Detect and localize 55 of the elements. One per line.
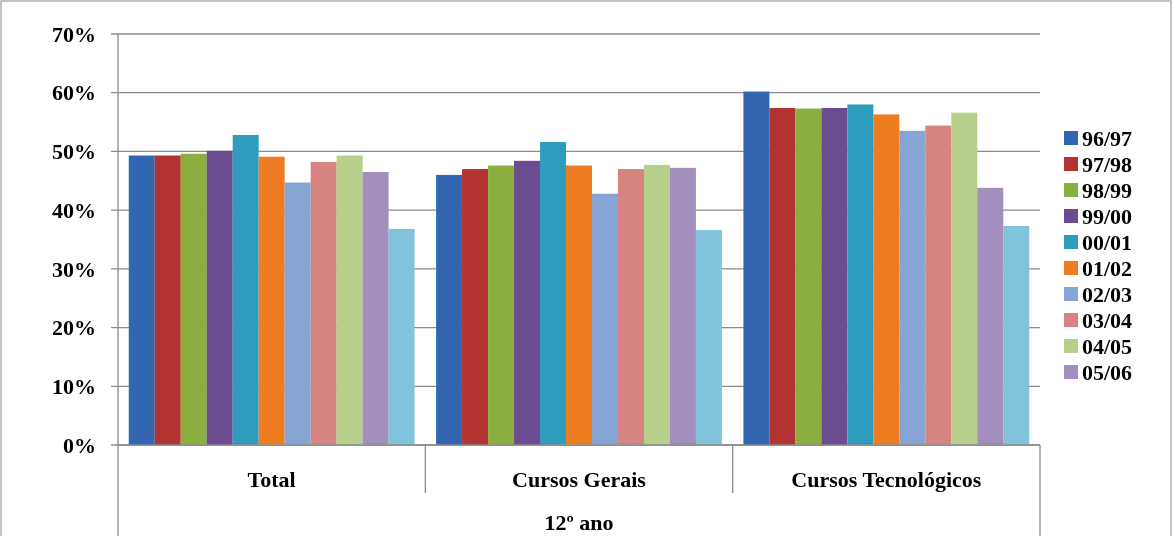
y-tick-label: 10% <box>52 373 96 399</box>
bar <box>617 169 644 445</box>
y-tick-label: 0% <box>63 432 96 458</box>
legend-label: 00/01 <box>1082 229 1133 255</box>
legend-label: 96/97 <box>1082 125 1133 151</box>
bar <box>847 104 874 445</box>
bar <box>514 160 541 445</box>
bar <box>362 171 389 445</box>
legend-label: 05/06 <box>1082 359 1133 385</box>
bar <box>128 155 155 445</box>
x-tick-label: Total <box>247 467 296 492</box>
legend-label: 03/04 <box>1082 307 1133 333</box>
bar <box>336 155 363 445</box>
y-tick-label: 50% <box>52 139 96 165</box>
legend-label: 97/98 <box>1082 151 1133 177</box>
y-tick-label: 40% <box>52 197 96 223</box>
bar <box>232 134 259 445</box>
bar <box>769 107 796 445</box>
bar <box>977 187 1004 445</box>
bar <box>462 169 489 445</box>
x-axis-title: 12º ano <box>544 510 614 535</box>
legend-label: 99/00 <box>1082 203 1133 229</box>
bar <box>180 153 207 445</box>
bar <box>310 162 337 445</box>
bar <box>206 150 233 445</box>
bar <box>821 107 848 445</box>
y-tick-label: 60% <box>52 80 96 106</box>
legend-label: 01/02 <box>1082 255 1133 281</box>
bar <box>925 125 952 445</box>
bar <box>743 91 770 445</box>
bar <box>899 130 926 445</box>
legend-label: 04/05 <box>1082 333 1133 359</box>
y-tick-label: 70% <box>52 21 96 47</box>
bar <box>873 114 900 445</box>
bar <box>695 230 722 445</box>
legend-label: 98/99 <box>1082 177 1133 203</box>
bar <box>566 165 592 445</box>
bar <box>436 174 463 445</box>
y-tick-label: 30% <box>52 256 96 282</box>
bar <box>795 108 822 445</box>
bar <box>488 165 515 445</box>
bar <box>154 155 181 445</box>
x-tick-label: Cursos Tecnológicos <box>791 467 982 492</box>
bar <box>669 167 696 445</box>
bar <box>540 142 567 445</box>
y-tick-label: 20% <box>52 315 96 341</box>
bar <box>258 156 285 445</box>
bar <box>643 164 670 445</box>
bar <box>1003 226 1030 445</box>
bar <box>591 193 618 445</box>
bar <box>284 182 311 445</box>
legend-label: 02/03 <box>1082 281 1133 307</box>
bar <box>388 228 415 445</box>
bar <box>951 112 978 445</box>
x-tick-label: Cursos Gerais <box>512 467 647 492</box>
